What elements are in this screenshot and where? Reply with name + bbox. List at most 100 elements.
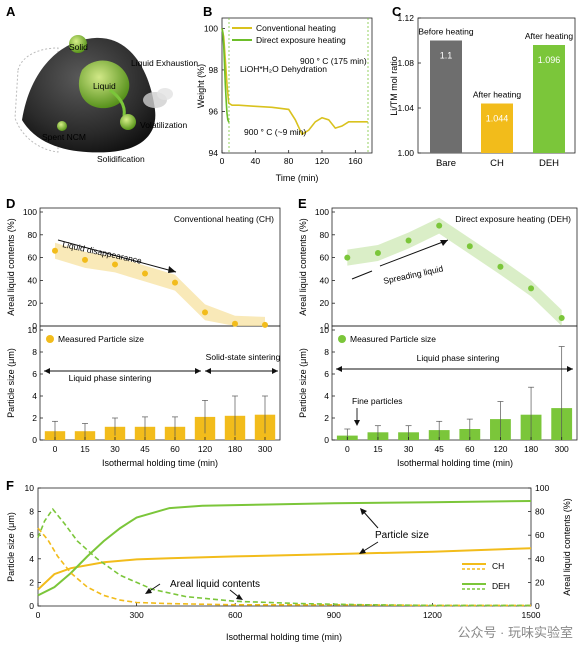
panel-d-region-solid-text: Solid-state sintering bbox=[206, 352, 281, 362]
panel-e-liquid-point bbox=[558, 315, 565, 322]
panel-c-value-label: 1.1 bbox=[440, 51, 453, 61]
panel-d-region-arrowhead-left-2 bbox=[205, 368, 211, 374]
panel-e-top-ytick-label: 60 bbox=[320, 253, 330, 263]
panel-b-annotation-9min: 900 ° C (~9 min) bbox=[244, 127, 306, 137]
panel-b-series-ch bbox=[221, 28, 368, 136]
panel-f-arrow-particle-1 bbox=[361, 509, 379, 529]
panel-f-series-liquid-ch bbox=[37, 527, 531, 607]
panel-e-liquid-point bbox=[344, 254, 351, 261]
panel-a-label-spent-ncm: Spent NCM bbox=[42, 132, 86, 142]
panel-f-ytick-label-left: 0 bbox=[29, 601, 34, 611]
panel-a-label-volatilization: Volatilization bbox=[140, 120, 188, 130]
panel-label-a: A bbox=[6, 4, 16, 19]
panel-e-bottom-ytick-label: 8 bbox=[324, 347, 329, 357]
panel-d-liquid-band bbox=[55, 242, 265, 326]
panel-b-ytick-label: 100 bbox=[204, 23, 218, 33]
panel-e-top-ytick-label: 80 bbox=[320, 230, 330, 240]
panel-c-ytick-label: 1.00 bbox=[397, 148, 414, 158]
panel-c-ytick-label: 1.12 bbox=[397, 13, 414, 23]
panel-d-xtick-label: 120 bbox=[198, 444, 212, 454]
panel-e-top-frame bbox=[331, 207, 578, 327]
panel-e-legend: Measured Particle size bbox=[350, 334, 436, 344]
panel-d-bottom-frame bbox=[39, 325, 281, 441]
panel-d-title: Conventional heating (CH) bbox=[174, 214, 274, 224]
panel-d-xlabel: Isothermal holding time (min) bbox=[102, 458, 218, 468]
panel-e-bottom-ytick-label: 0 bbox=[324, 435, 329, 445]
panel-e-liquid-band bbox=[347, 217, 562, 326]
panel-d-liquid-point bbox=[142, 270, 148, 277]
panel-e-ylabel-bottom: Particle size (μm) bbox=[298, 348, 308, 418]
panel-b-series-deh bbox=[221, 28, 230, 123]
panel-e-xtick-label: 120 bbox=[493, 444, 507, 454]
panel-f-xtick-label: 600 bbox=[228, 610, 242, 620]
panel-d-top-ytick-label: 40 bbox=[28, 275, 38, 285]
panel-f-frame bbox=[37, 487, 532, 607]
panel-f-annotation-particle: Particle size bbox=[375, 530, 429, 541]
panel-d-ylabel-bottom: Particle size (μm) bbox=[6, 348, 16, 418]
panel-b-ytick-label: 94 bbox=[209, 148, 219, 158]
panel-c-bar-title: After heating bbox=[525, 31, 573, 41]
panel-d-liquid-point bbox=[202, 309, 208, 316]
panel-a-illustration bbox=[14, 35, 173, 153]
panel-d-top-ytick-label: 100 bbox=[23, 207, 37, 217]
panel-f-xlabel: Isothermal holding time (min) bbox=[226, 632, 342, 642]
panel-e-xtick-label: 30 bbox=[404, 444, 414, 454]
panel-e-region-arrowhead-right bbox=[567, 366, 573, 372]
panel-b-ylabel: Weight (%) bbox=[196, 64, 206, 108]
panel-f-ytick-label-right: 60 bbox=[535, 530, 545, 540]
panel-f-xtick-label: 300 bbox=[130, 610, 144, 620]
panel-e-top-ytick-label: 100 bbox=[315, 207, 329, 217]
panel-d-top-ytick-label: 20 bbox=[28, 298, 38, 308]
panel-b-ytick-label: 98 bbox=[209, 65, 219, 75]
panel-e-bottom-frame bbox=[331, 325, 578, 441]
panel-e-liquid-point bbox=[466, 243, 473, 250]
panel-b-chart: 0 40 80 120 160 94 96 98 100 Conventional heatin… bbox=[196, 17, 373, 183]
panel-f-ytick-label-left: 8 bbox=[29, 507, 34, 517]
panel-e-liquid-point bbox=[497, 263, 504, 270]
panel-a-label-liquid-exhaustion-text: Liquid Exhaustion bbox=[131, 58, 198, 68]
panel-e-xtick-label: 45 bbox=[434, 444, 444, 454]
panel-b-annotation-dehydration: LiOH*H₂O Dehydration bbox=[240, 64, 327, 74]
panel-d-bottom-ytick-label: 0 bbox=[32, 435, 37, 445]
panel-f-ytick-label-left: 10 bbox=[25, 483, 35, 493]
panel-d-bottom-ytick-label: 4 bbox=[32, 391, 37, 401]
panel-e-liquid-point bbox=[528, 285, 535, 292]
panel-c-bar-title: After heating bbox=[473, 90, 521, 100]
panel-e-liquid-point bbox=[405, 237, 412, 244]
panel-d-legend: Measured Particle size bbox=[58, 334, 144, 344]
panel-b-xtick-label: 160 bbox=[348, 156, 362, 166]
panel-e-top-ytick-label: 40 bbox=[320, 275, 330, 285]
panel-e-bottom-ytick-label: 4 bbox=[324, 391, 329, 401]
panel-d-legend-marker bbox=[46, 335, 54, 343]
panel-b-legend-label-ch: Conventional heating bbox=[256, 23, 336, 33]
panel-d-region-liquid: Liquid phase sintering bbox=[69, 373, 152, 383]
panel-e-annotation-fine: Fine particles bbox=[352, 396, 403, 406]
panel-f-ytick-label-right: 20 bbox=[535, 577, 545, 587]
panel-f-arrowhead-liquid-1 bbox=[145, 588, 152, 594]
panel-c-bar-deh bbox=[533, 45, 565, 153]
panel-d-xtick-label: 45 bbox=[140, 444, 150, 454]
panel-f-ytick-label-right: 40 bbox=[535, 554, 545, 564]
panel-f-ylabel-left: Particle size (μm) bbox=[6, 512, 16, 582]
panel-c-bar-ch bbox=[481, 103, 513, 153]
panel-c-ytick-label: 1.04 bbox=[397, 103, 414, 113]
panel-a-label-solidification: Solidification bbox=[97, 154, 145, 164]
panel-f-ytick-label-right: 80 bbox=[535, 507, 545, 517]
panel-e-top-ytick-label: 20 bbox=[320, 298, 330, 308]
panel-f-arrowhead-particle-2 bbox=[359, 548, 366, 554]
panel-f-arrowhead-liquid-2 bbox=[236, 594, 243, 600]
panel-e-annotation-arrow-2 bbox=[379, 239, 449, 267]
panel-d-top-ytick-label: 0 bbox=[32, 321, 37, 331]
panel-d-liquid-point bbox=[82, 256, 88, 263]
panel-e-annotation-arrow-1 bbox=[351, 270, 373, 280]
panel-d-xtick-label: 300 bbox=[258, 444, 272, 454]
panel-d-xtick-label: 0 bbox=[53, 444, 58, 454]
panel-f-ytick-label-right: 100 bbox=[535, 483, 549, 493]
watermark: 公众号 · 玩味实验室 bbox=[457, 625, 573, 640]
panel-e-region-liquid: Liquid phase sintering bbox=[417, 353, 500, 363]
panel-e-ylabel-top: Areal liquid contents (%) bbox=[298, 218, 308, 316]
panel-d-top-ytick-label: 60 bbox=[28, 253, 38, 263]
